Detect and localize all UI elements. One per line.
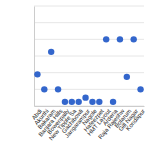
point [82,94,88,100]
point [89,99,95,105]
point [62,99,68,105]
point [69,99,75,105]
chart: AbdiAkurthiBakaramBanjara HillsBowenpall… [0,0,150,150]
point [34,71,40,77]
point [96,99,102,105]
point [117,36,123,42]
grid-line [34,72,144,73]
y-axis-line [34,7,35,107]
grid-line [34,22,144,23]
x-axis-line [35,106,145,107]
plot: AbdiAkurthiBakaramBanjara HillsBowenpall… [31,6,146,141]
grid-line [34,106,144,107]
point [55,86,61,92]
point [41,86,47,92]
point [130,36,136,42]
point [110,99,116,105]
x-axis: AbdiAkurthiBakaramBanjara HillsBowenpall… [31,106,146,141]
grid-line [34,6,144,7]
point [137,86,143,92]
point [75,99,81,105]
point [124,74,130,80]
x-tick-label: Kondapur [125,108,146,132]
point [103,36,109,42]
grid-line [34,89,144,90]
grid [34,6,144,106]
x-tick: Kondapur [125,106,146,132]
y-axis [34,7,36,107]
grid-line [34,39,144,40]
points [34,36,144,105]
point [48,49,54,55]
grid-line [34,56,144,57]
